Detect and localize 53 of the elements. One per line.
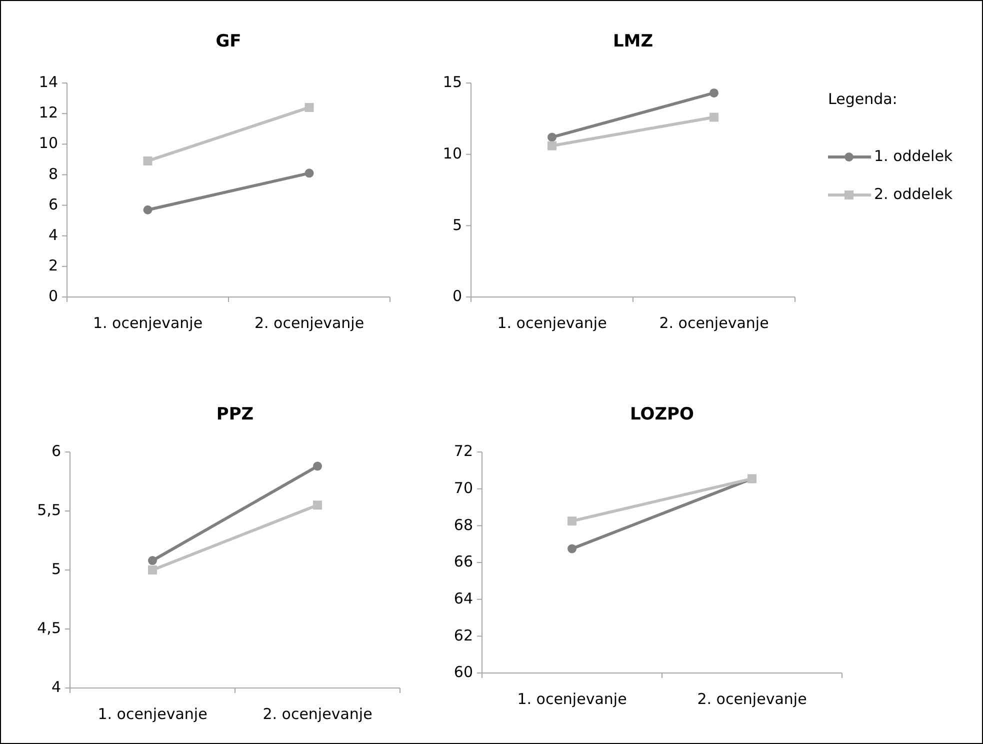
y-tick-label: 4 <box>51 678 61 696</box>
x-tick-label: 2. ocenjevanje <box>262 705 372 724</box>
y-tick-label: 5 <box>51 560 61 578</box>
x-tick-label: 1. ocenjevanje <box>517 690 627 708</box>
y-tick-label: 10 <box>442 144 462 162</box>
x-tick-label: 1. ocenjevanje <box>497 314 607 332</box>
point <box>143 205 152 214</box>
y-tick-label: 12 <box>38 104 58 122</box>
x-tick-label: 2. ocenjevanje <box>697 690 807 708</box>
x-tick-label: 2. ocenjevanje <box>254 314 364 332</box>
legend-title: Legenda: <box>828 90 898 108</box>
y-tick-label: 14 <box>38 73 58 92</box>
x-tick-label: 2. ocenjevanje <box>659 314 769 332</box>
point <box>710 112 718 122</box>
point <box>143 156 152 166</box>
point <box>148 566 157 574</box>
y-tick-label: 6 <box>51 442 61 460</box>
y-tick-label: 72 <box>454 442 473 460</box>
y-tick-label: 62 <box>454 626 473 644</box>
chart-title: PPZ <box>216 404 254 425</box>
chart-title: LMZ <box>612 32 654 52</box>
y-tick-label: 8 <box>48 164 58 183</box>
y-tick-label: 70 <box>454 478 473 497</box>
y-tick-label: 15 <box>442 73 462 92</box>
point <box>304 102 314 112</box>
chart-title: GF <box>216 32 242 52</box>
x-tick-label: 1. ocenjevanje <box>92 314 203 332</box>
chart-title: LOZPO <box>630 404 694 425</box>
y-tick-label: 10 <box>38 134 58 152</box>
y-tick-label: 60 <box>454 663 473 682</box>
y-tick-label: 0 <box>452 287 462 306</box>
x-tick-label: 1. ocenjevanje <box>98 705 208 724</box>
y-tick-label: 6 <box>48 195 58 214</box>
point <box>568 516 576 526</box>
point <box>148 556 157 566</box>
point <box>568 544 576 554</box>
legend-label: 1. oddelek <box>874 147 953 166</box>
y-tick-label: 4,5 <box>37 619 61 638</box>
point <box>548 132 556 142</box>
y-tick-label: 66 <box>454 552 473 571</box>
point <box>304 168 314 178</box>
y-tick-label: 5 <box>452 216 462 234</box>
y-tick-label: 0 <box>48 287 58 306</box>
y-tick-label: 5,5 <box>37 501 61 520</box>
y-tick-label: 2 <box>48 256 58 275</box>
y-tick-label: 64 <box>454 589 473 608</box>
legend-label: 2. oddelek <box>874 185 953 204</box>
y-tick-label: 68 <box>454 516 473 534</box>
point <box>313 500 322 510</box>
point <box>710 88 718 98</box>
point <box>313 462 322 471</box>
y-tick-label: 4 <box>48 226 58 244</box>
point <box>548 141 556 150</box>
